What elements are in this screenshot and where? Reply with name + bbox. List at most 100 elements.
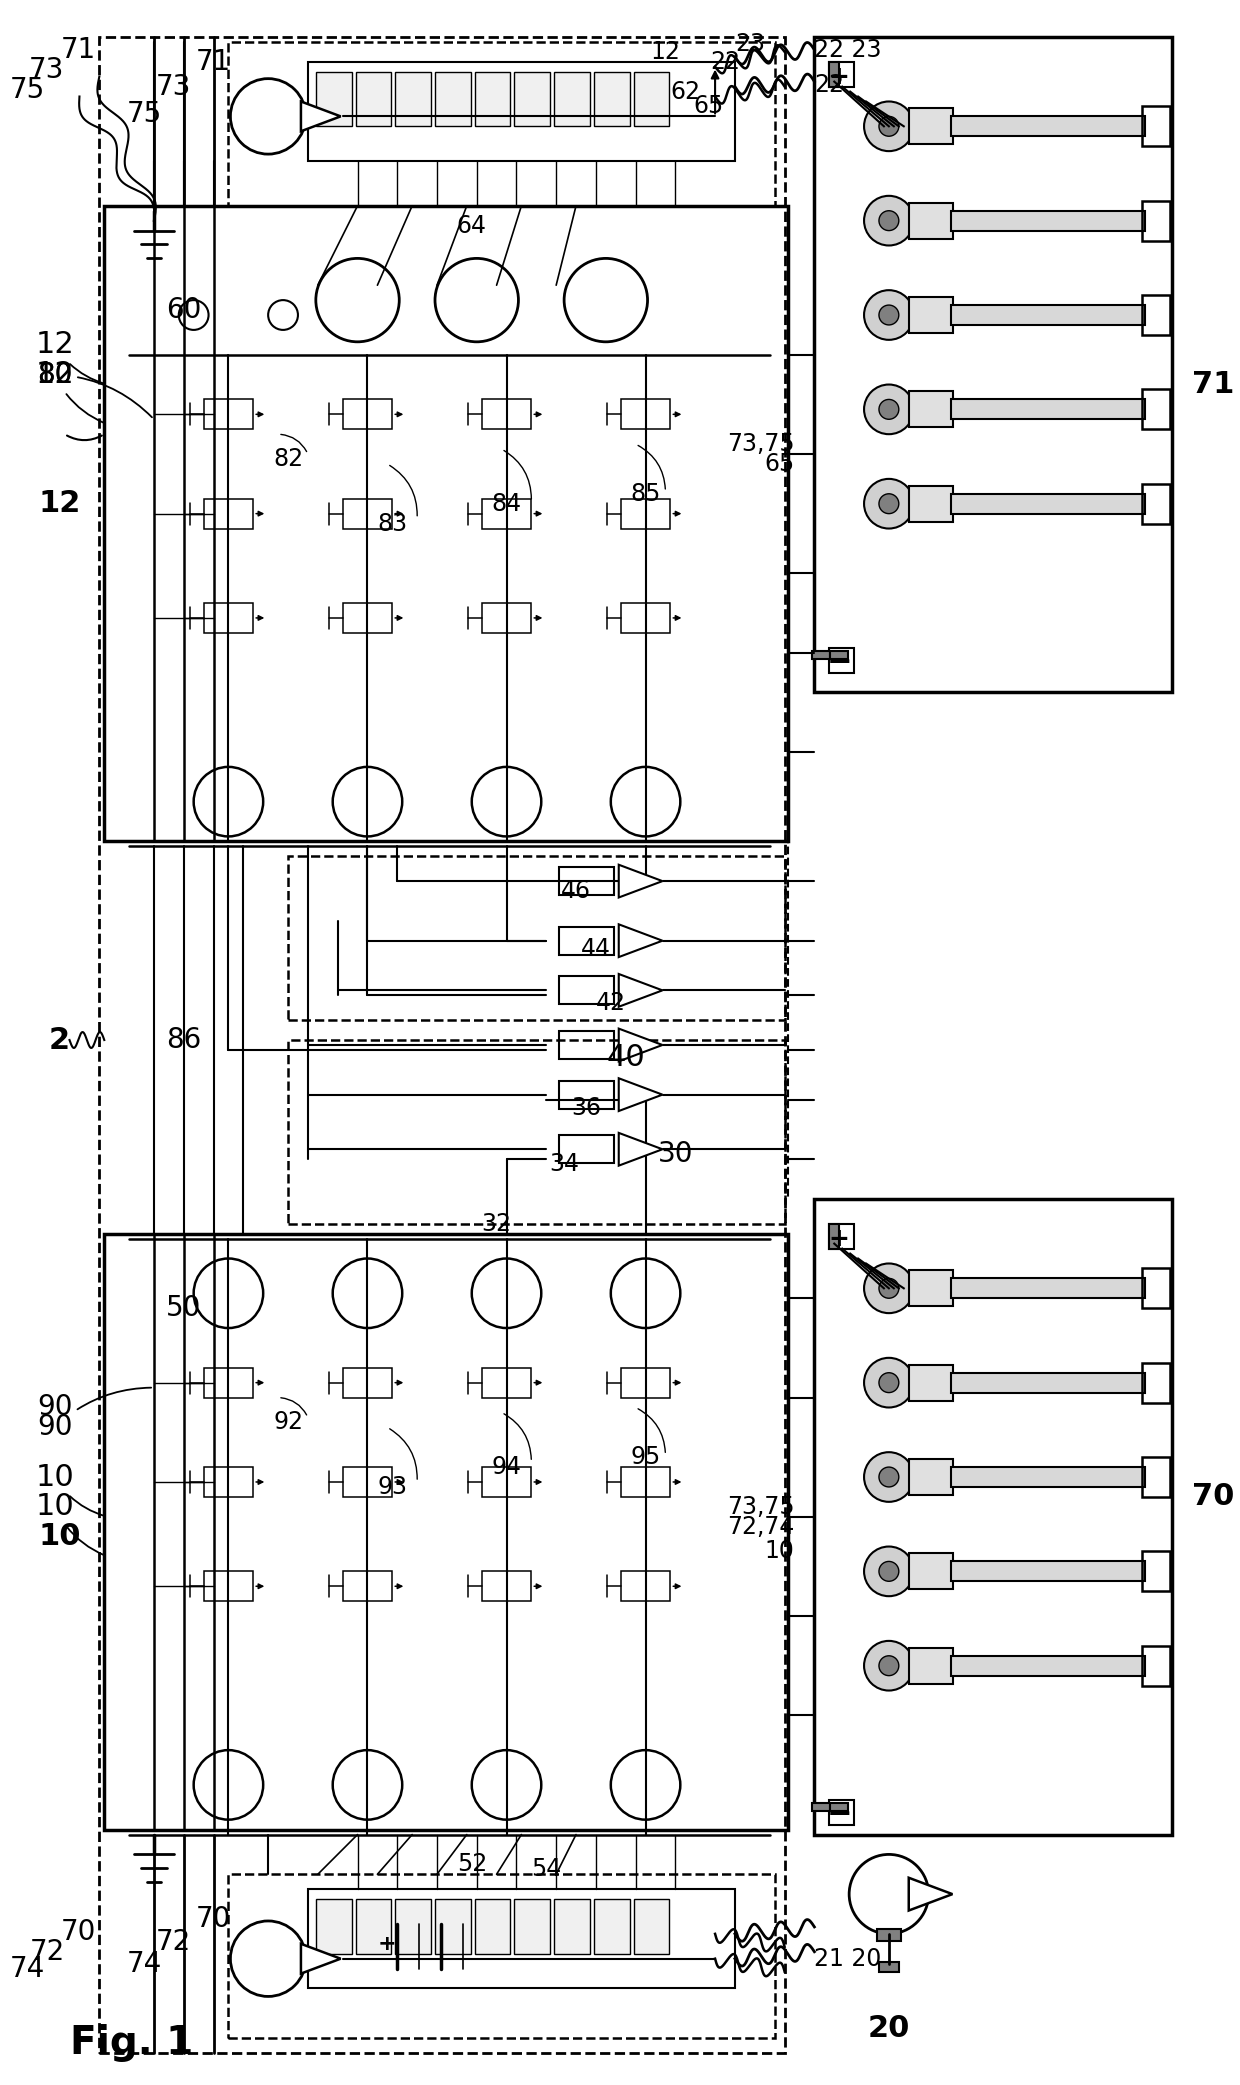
Text: 95: 95 [630, 1445, 661, 1470]
Text: 34: 34 [549, 1153, 579, 1176]
Bar [951, 400, 1145, 419]
Polygon shape [619, 1078, 662, 1111]
Bar [909, 1647, 954, 1683]
Text: 75: 75 [10, 75, 45, 104]
Text: 23: 23 [735, 31, 765, 56]
Text: 71: 71 [61, 35, 97, 65]
Circle shape [864, 1641, 914, 1691]
Bar [342, 1368, 392, 1397]
Bar [203, 603, 253, 634]
Text: 46: 46 [560, 880, 591, 903]
Text: −: − [827, 648, 852, 678]
Text: 22 23: 22 23 [815, 38, 882, 63]
Polygon shape [301, 102, 341, 131]
Circle shape [864, 1547, 914, 1597]
Bar [815, 38, 1172, 692]
Bar [830, 1224, 854, 1249]
Bar [396, 71, 432, 127]
Text: 94: 94 [491, 1455, 522, 1478]
Text: +: + [378, 1933, 397, 1954]
Text: +: + [828, 1226, 849, 1251]
Text: −: − [827, 1799, 852, 1829]
Bar [830, 1799, 854, 1824]
Polygon shape [619, 924, 662, 957]
Bar [396, 1899, 432, 1954]
Text: 60: 60 [166, 296, 201, 323]
Text: 64: 64 [456, 213, 487, 238]
Text: 73,75: 73,75 [727, 1495, 795, 1518]
Text: 30: 30 [657, 1140, 693, 1168]
Bar [342, 603, 392, 634]
Bar [879, 1962, 899, 1972]
Bar [1142, 1268, 1171, 1307]
Bar [559, 976, 614, 1005]
Text: 80: 80 [37, 361, 72, 388]
Circle shape [879, 211, 899, 231]
Bar [951, 1562, 1145, 1580]
Bar [104, 1234, 787, 1829]
Bar [831, 1804, 848, 1810]
Text: 62: 62 [671, 79, 701, 104]
Bar [812, 1804, 831, 1810]
Bar [435, 71, 471, 127]
Bar [634, 1899, 670, 1954]
Bar [228, 1874, 775, 2039]
Bar [621, 1368, 671, 1397]
Text: 84: 84 [491, 492, 522, 515]
Polygon shape [619, 1132, 662, 1166]
Bar [228, 42, 775, 206]
Bar [554, 71, 590, 127]
Circle shape [879, 1372, 899, 1393]
Text: 90: 90 [37, 1389, 151, 1441]
Bar [909, 298, 954, 334]
Bar [481, 498, 532, 528]
Text: 50: 50 [166, 1295, 201, 1322]
Bar [356, 71, 392, 127]
Circle shape [879, 1278, 899, 1299]
Text: 70: 70 [61, 1918, 97, 1945]
Bar [559, 928, 614, 955]
Bar [308, 63, 735, 161]
Text: 75: 75 [126, 100, 161, 129]
Bar [1142, 1551, 1171, 1591]
Bar [621, 498, 671, 528]
Bar [951, 211, 1145, 231]
Text: 70: 70 [196, 1906, 231, 1933]
Text: 73: 73 [156, 73, 191, 100]
Bar [1142, 200, 1171, 240]
Bar [99, 38, 785, 2054]
Bar [951, 1372, 1145, 1393]
Bar [909, 1460, 954, 1495]
Bar [951, 1468, 1145, 1487]
Bar [909, 1270, 954, 1305]
Bar [342, 1572, 392, 1601]
Bar [1142, 1364, 1171, 1403]
Bar [830, 1224, 839, 1249]
Bar [1142, 106, 1171, 146]
Bar [481, 1368, 532, 1397]
Polygon shape [619, 865, 662, 897]
Bar [515, 1899, 551, 1954]
Text: 90: 90 [37, 1393, 72, 1422]
Bar [316, 71, 352, 127]
Bar [909, 202, 954, 238]
Text: 44: 44 [580, 936, 611, 961]
Text: 85: 85 [630, 482, 661, 507]
Bar [475, 71, 511, 127]
Text: 2: 2 [50, 1026, 71, 1055]
Text: 65: 65 [764, 452, 795, 475]
Text: 52: 52 [456, 1851, 487, 1876]
Bar [288, 1040, 785, 1224]
Circle shape [879, 400, 899, 419]
Text: 12: 12 [35, 329, 104, 384]
Bar [909, 392, 954, 427]
Bar [481, 400, 532, 430]
Bar [104, 206, 787, 842]
Bar [621, 1572, 671, 1601]
Bar [1142, 1457, 1171, 1497]
Circle shape [864, 102, 914, 150]
Text: 12: 12 [35, 361, 104, 423]
Bar [909, 1366, 954, 1401]
Text: 83: 83 [377, 511, 408, 536]
Bar [203, 498, 253, 528]
